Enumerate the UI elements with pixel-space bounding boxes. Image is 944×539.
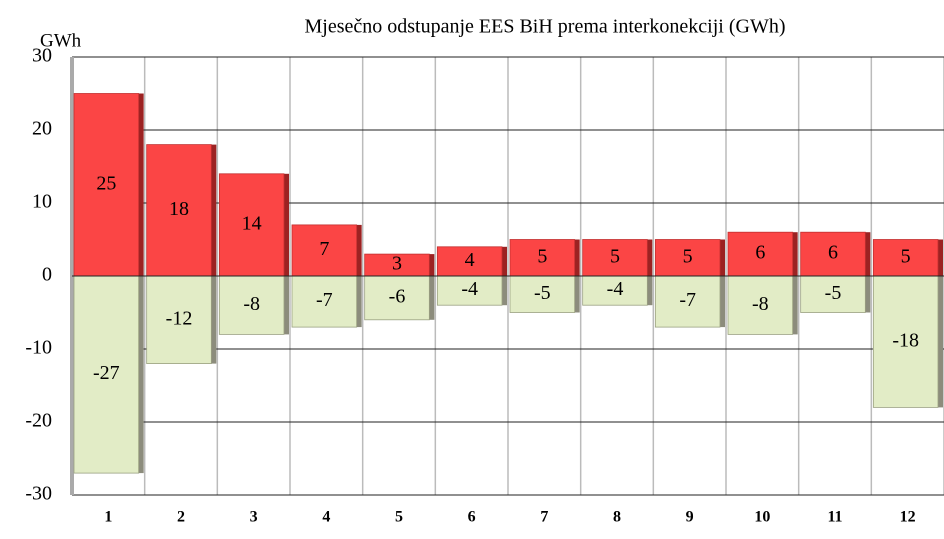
data-label: -5 [534, 282, 551, 304]
data-label: -27 [93, 362, 120, 384]
bar [800, 275, 866, 313]
bar-shadow [138, 93, 144, 276]
data-label: -18 [892, 329, 919, 351]
x-tick-label: 6 [468, 509, 476, 526]
y-tick-label: -30 [25, 483, 52, 505]
y-tick-label: 0 [42, 264, 52, 286]
bar [218, 173, 285, 277]
bar [146, 144, 212, 277]
bar [872, 239, 939, 277]
x-tick-label: 7 [540, 509, 548, 526]
data-label: 5 [537, 245, 547, 267]
data-label: 6 [828, 242, 838, 264]
bar-shadow [938, 239, 943, 276]
bar [291, 224, 358, 277]
x-tick-label: 11 [827, 509, 842, 526]
bar-shadow [284, 173, 289, 276]
bar [436, 246, 503, 277]
bar [727, 275, 794, 335]
x-tick-label: 12 [900, 509, 916, 526]
data-label: 3 [392, 253, 402, 275]
data-label: 7 [319, 238, 329, 260]
data-label: -4 [461, 278, 478, 300]
bar-shadow [647, 239, 653, 276]
x-tick-label: 1 [104, 509, 112, 526]
x-tick-label: 3 [250, 509, 258, 526]
bar-shadow [284, 276, 289, 335]
bar-shadow [211, 276, 217, 364]
bar [509, 239, 576, 277]
bar [582, 275, 648, 306]
bar [654, 275, 721, 328]
x-tick-label: 2 [177, 509, 185, 526]
data-label: 5 [683, 245, 693, 267]
data-label: -4 [607, 278, 624, 300]
x-tick-label: 4 [322, 509, 330, 526]
data-label: 4 [465, 249, 475, 271]
data-label: -8 [752, 293, 769, 315]
y-tick-label: 10 [32, 191, 52, 213]
bar-shadow [574, 239, 580, 276]
bar-shadow [502, 276, 507, 306]
data-label: 14 [242, 212, 262, 234]
bar [73, 93, 140, 277]
bar-shadow [720, 276, 725, 328]
bar [146, 275, 212, 364]
bar-shadow [211, 144, 217, 276]
bar-shadow [502, 246, 507, 276]
data-label: 5 [610, 245, 620, 267]
bar [364, 275, 430, 321]
bar-shadow [792, 232, 798, 276]
bar [654, 239, 721, 277]
bar-shadow [865, 232, 871, 276]
y-tick-label: 30 [32, 45, 52, 67]
bar-shadow [356, 276, 362, 328]
x-tick-label: 5 [395, 509, 403, 526]
data-label: 6 [755, 242, 765, 264]
x-tick-label: 10 [754, 509, 770, 526]
bar [436, 275, 503, 306]
bar-shadow [429, 254, 435, 276]
data-label: 25 [96, 172, 116, 194]
data-label: -5 [825, 282, 842, 304]
data-label: 18 [169, 198, 189, 220]
y-tick-label: 20 [32, 118, 52, 140]
bar [582, 239, 648, 277]
y-tick-label: -20 [25, 410, 52, 432]
bar [800, 231, 866, 277]
x-tick-label: 8 [613, 509, 621, 526]
bar [727, 231, 794, 277]
data-label: -7 [316, 289, 333, 311]
bar [291, 275, 358, 328]
y-axis-label: GWh [40, 30, 82, 51]
bar-shadow [429, 276, 435, 320]
bar-shadow [356, 224, 362, 276]
data-label: -8 [243, 293, 260, 315]
bar [73, 275, 140, 474]
bar-shadow [647, 276, 653, 306]
bar-shadow [938, 276, 943, 408]
chart-title: Mjesečno odstupanje EES BiH prema interk… [305, 16, 786, 38]
data-label: 5 [901, 245, 911, 267]
y-tick-label: -10 [25, 337, 52, 359]
bar-shadow [720, 239, 725, 276]
bar [509, 275, 576, 313]
bar-shadow [792, 276, 798, 335]
data-label: -12 [166, 307, 193, 329]
bar-shadow [865, 276, 871, 313]
data-label: -7 [679, 289, 696, 311]
bar-shadow [574, 276, 580, 313]
data-label: -6 [389, 285, 406, 307]
bar [218, 275, 285, 335]
x-tick-label: 9 [686, 509, 694, 526]
bar-shadow [138, 276, 144, 474]
bar [872, 275, 939, 408]
